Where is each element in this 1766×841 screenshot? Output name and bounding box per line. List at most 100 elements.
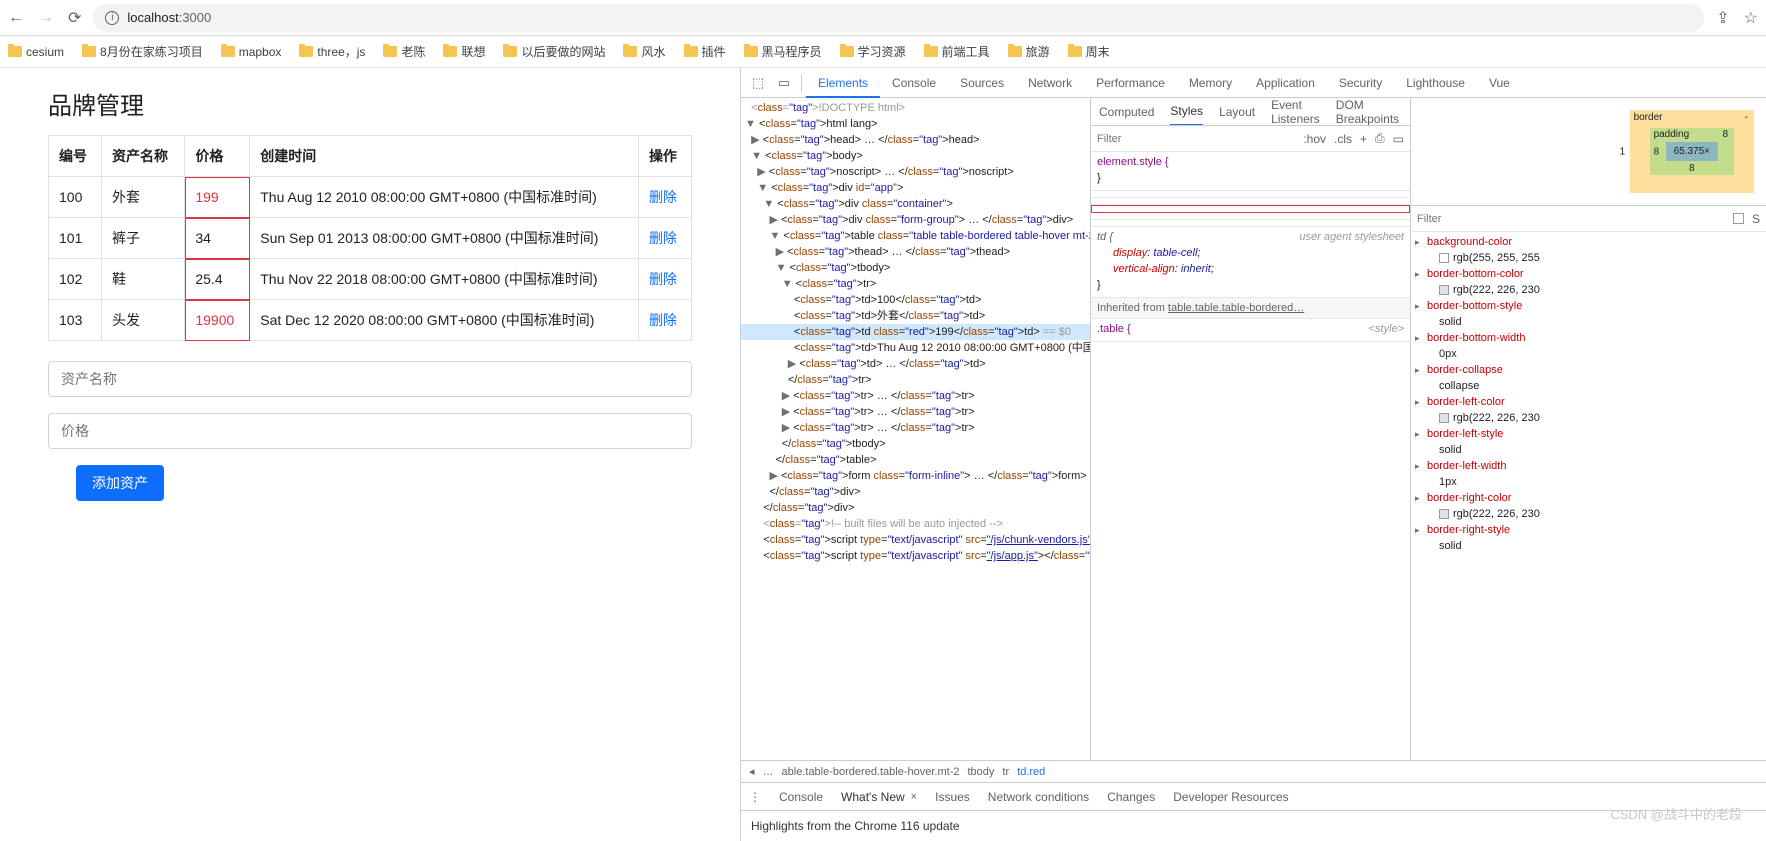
- elements-line[interactable]: ▼ <class="tag">tr>: [741, 276, 1090, 292]
- styles-settings-icon[interactable]: ▭: [1393, 132, 1404, 146]
- hov-toggle[interactable]: :hov: [1303, 132, 1326, 146]
- elements-line[interactable]: </class="tag">div>: [741, 500, 1090, 516]
- bookmark-item[interactable]: three，js: [299, 43, 365, 60]
- bookmark-item[interactable]: 8月份在家练习项目: [82, 43, 203, 60]
- bookmark-item[interactable]: 学习资源: [840, 43, 906, 60]
- delete-link[interactable]: 删除: [649, 189, 677, 205]
- elements-breadcrumb[interactable]: ◂ … able.table-bordered.table-hover.mt-2 tb…: [741, 760, 1766, 782]
- delete-link[interactable]: 删除: [649, 230, 677, 246]
- show-all-checkbox[interactable]: [1733, 213, 1744, 224]
- computed-prop-name[interactable]: border-right-style: [1411, 522, 1766, 538]
- elements-line[interactable]: <class="tag">script type="text/javascrip…: [741, 548, 1090, 564]
- elements-line[interactable]: <class="tag">td class="red">199</class="…: [741, 324, 1090, 340]
- delete-link[interactable]: 删除: [649, 312, 677, 328]
- devtools-tab-application[interactable]: Application: [1244, 68, 1327, 98]
- address-bar[interactable]: i localhost:3000: [93, 4, 1704, 32]
- breadcrumb-item[interactable]: td.red: [1017, 766, 1045, 778]
- breadcrumb-item[interactable]: …: [763, 766, 774, 778]
- style-rule[interactable]: user agent stylesheettd {display: table-…: [1091, 227, 1410, 298]
- devtools-tab-sources[interactable]: Sources: [948, 68, 1016, 98]
- breadcrumb-item[interactable]: able.table-bordered.table-hover.mt-2: [782, 766, 960, 778]
- elements-line[interactable]: <class="tag">!-- built files will be aut…: [741, 516, 1090, 532]
- styles-more-icon[interactable]: ⎙: [1375, 131, 1385, 146]
- devtools-tab-memory[interactable]: Memory: [1177, 68, 1244, 98]
- elements-tree[interactable]: <class="tag">!DOCTYPE html>▼ <class="tag…: [741, 98, 1091, 760]
- elements-line[interactable]: ▼ <class="tag">div class="container">: [741, 196, 1090, 212]
- styles-subtab[interactable]: Styles: [1170, 98, 1203, 126]
- crumb-prev-icon[interactable]: ◂: [749, 765, 755, 778]
- bookmark-item[interactable]: 风水: [623, 43, 665, 60]
- computed-prop-name[interactable]: border-left-style: [1411, 426, 1766, 442]
- devtools-tab-lighthouse[interactable]: Lighthouse: [1394, 68, 1477, 98]
- bookmark-item[interactable]: 前端工具: [924, 43, 990, 60]
- back-button[interactable]: ←: [8, 9, 24, 27]
- site-info-icon[interactable]: i: [105, 11, 119, 25]
- style-rule[interactable]: </span><div class="selector" style="">.t…: [1091, 198, 1410, 205]
- elements-line[interactable]: ▶ <class="tag">head> … </class="tag">hea…: [741, 132, 1090, 148]
- styles-subtab[interactable]: Layout: [1219, 105, 1255, 119]
- computed-prop-name[interactable]: background-color: [1411, 234, 1766, 250]
- breadcrumb-item[interactable]: tbody: [967, 766, 994, 778]
- elements-line[interactable]: ▼ <class="tag">body>: [741, 148, 1090, 164]
- bookmark-item[interactable]: mapbox: [221, 45, 282, 59]
- style-rule[interactable]: </span><div class="selector" style="">.r…: [1091, 205, 1410, 213]
- drawer-menu-icon[interactable]: ⋮: [749, 790, 761, 804]
- bookmark-item[interactable]: 联想: [443, 43, 485, 60]
- style-rule[interactable]: <style>.table {: [1091, 319, 1410, 342]
- elements-line[interactable]: ▶ <class="tag">div class="form-group"> ……: [741, 212, 1090, 228]
- drawer-tab[interactable]: Issues: [935, 790, 970, 804]
- devtools-tab-vue[interactable]: Vue: [1477, 68, 1522, 98]
- devtools-tab-performance[interactable]: Performance: [1084, 68, 1177, 98]
- delete-link[interactable]: 删除: [649, 271, 677, 287]
- inspect-icon[interactable]: ⬚: [745, 75, 771, 91]
- bookmark-item[interactable]: 周末: [1068, 43, 1110, 60]
- bookmark-item[interactable]: 老陈: [383, 43, 425, 60]
- drawer-tab[interactable]: Developer Resources: [1173, 790, 1288, 804]
- device-toggle-icon[interactable]: ▭: [771, 75, 797, 91]
- reload-button[interactable]: ⟳: [68, 8, 81, 28]
- devtools-tab-elements[interactable]: Elements: [806, 68, 880, 98]
- elements-line[interactable]: ▼ <class="tag">tbody>: [741, 260, 1090, 276]
- drawer-tab[interactable]: Network conditions: [988, 790, 1089, 804]
- elements-line[interactable]: <class="tag">td>100</class="tag">td>: [741, 292, 1090, 308]
- elements-line[interactable]: ▼ <class="tag">table class="table table-…: [741, 228, 1090, 244]
- asset-name-input[interactable]: [48, 361, 692, 397]
- elements-line[interactable]: ▼ <class="tag">html lang>: [741, 116, 1090, 132]
- devtools-tab-security[interactable]: Security: [1327, 68, 1394, 98]
- bookmark-item[interactable]: 旅游: [1008, 43, 1050, 60]
- styles-subtab[interactable]: DOM Breakpoints: [1336, 98, 1399, 126]
- asset-price-input[interactable]: [48, 413, 692, 449]
- elements-line[interactable]: </class="tag">tr>: [741, 372, 1090, 388]
- cls-toggle[interactable]: .cls: [1334, 132, 1352, 146]
- computed-prop-name[interactable]: border-collapse: [1411, 362, 1766, 378]
- computed-prop-name[interactable]: border-bottom-width: [1411, 330, 1766, 346]
- computed-properties[interactable]: background-colorrgb(255, 255, 255border-…: [1411, 232, 1766, 760]
- style-rule[interactable]: element.style {}: [1091, 152, 1410, 191]
- style-rule[interactable]: </span><div class="selector" style="">*,…: [1091, 220, 1410, 227]
- computed-prop-name[interactable]: border-bottom-color: [1411, 266, 1766, 282]
- computed-prop-name[interactable]: border-right-color: [1411, 490, 1766, 506]
- style-rule[interactable]: </span><div class="selector" style="">tb…: [1091, 213, 1410, 220]
- elements-line[interactable]: </class="tag">tbody>: [741, 436, 1090, 452]
- computed-prop-name[interactable]: border-left-color: [1411, 394, 1766, 410]
- add-asset-button[interactable]: 添加资产: [76, 465, 164, 501]
- drawer-tab[interactable]: What's New: [841, 790, 905, 804]
- elements-line[interactable]: ▶ <class="tag">noscript> … </class="tag"…: [741, 164, 1090, 180]
- computed-filter-input[interactable]: [1417, 213, 1725, 225]
- styles-subtab[interactable]: Computed: [1099, 105, 1154, 119]
- elements-line[interactable]: <class="tag">td>外套</class="tag">td>: [741, 308, 1090, 324]
- elements-line[interactable]: <class="tag">script type="text/javascrip…: [741, 532, 1090, 548]
- style-rule[interactable]: </span><div class="selector" style="">.t…: [1091, 191, 1410, 198]
- elements-line[interactable]: ▶ <class="tag">thead> … </class="tag">th…: [741, 244, 1090, 260]
- elements-line[interactable]: <class="tag">!DOCTYPE html>: [741, 100, 1090, 116]
- elements-line[interactable]: <class="tag">td>Thu Aug 12 2010 08:00:00…: [741, 340, 1090, 356]
- elements-line[interactable]: ▶ <class="tag">tr> … </class="tag">tr>: [741, 388, 1090, 404]
- bookmark-item[interactable]: 以后要做的网站: [503, 43, 605, 60]
- styles-subtab[interactable]: Event Listeners: [1271, 98, 1320, 126]
- styles-filter-input[interactable]: [1097, 133, 1295, 145]
- forward-button[interactable]: →: [38, 9, 54, 27]
- bookmark-star-icon[interactable]: ☆: [1744, 8, 1758, 28]
- elements-line[interactable]: </class="tag">div>: [741, 484, 1090, 500]
- elements-line[interactable]: ▶ <class="tag">td> … </class="tag">td>: [741, 356, 1090, 372]
- share-icon[interactable]: ⇪: [1716, 8, 1729, 28]
